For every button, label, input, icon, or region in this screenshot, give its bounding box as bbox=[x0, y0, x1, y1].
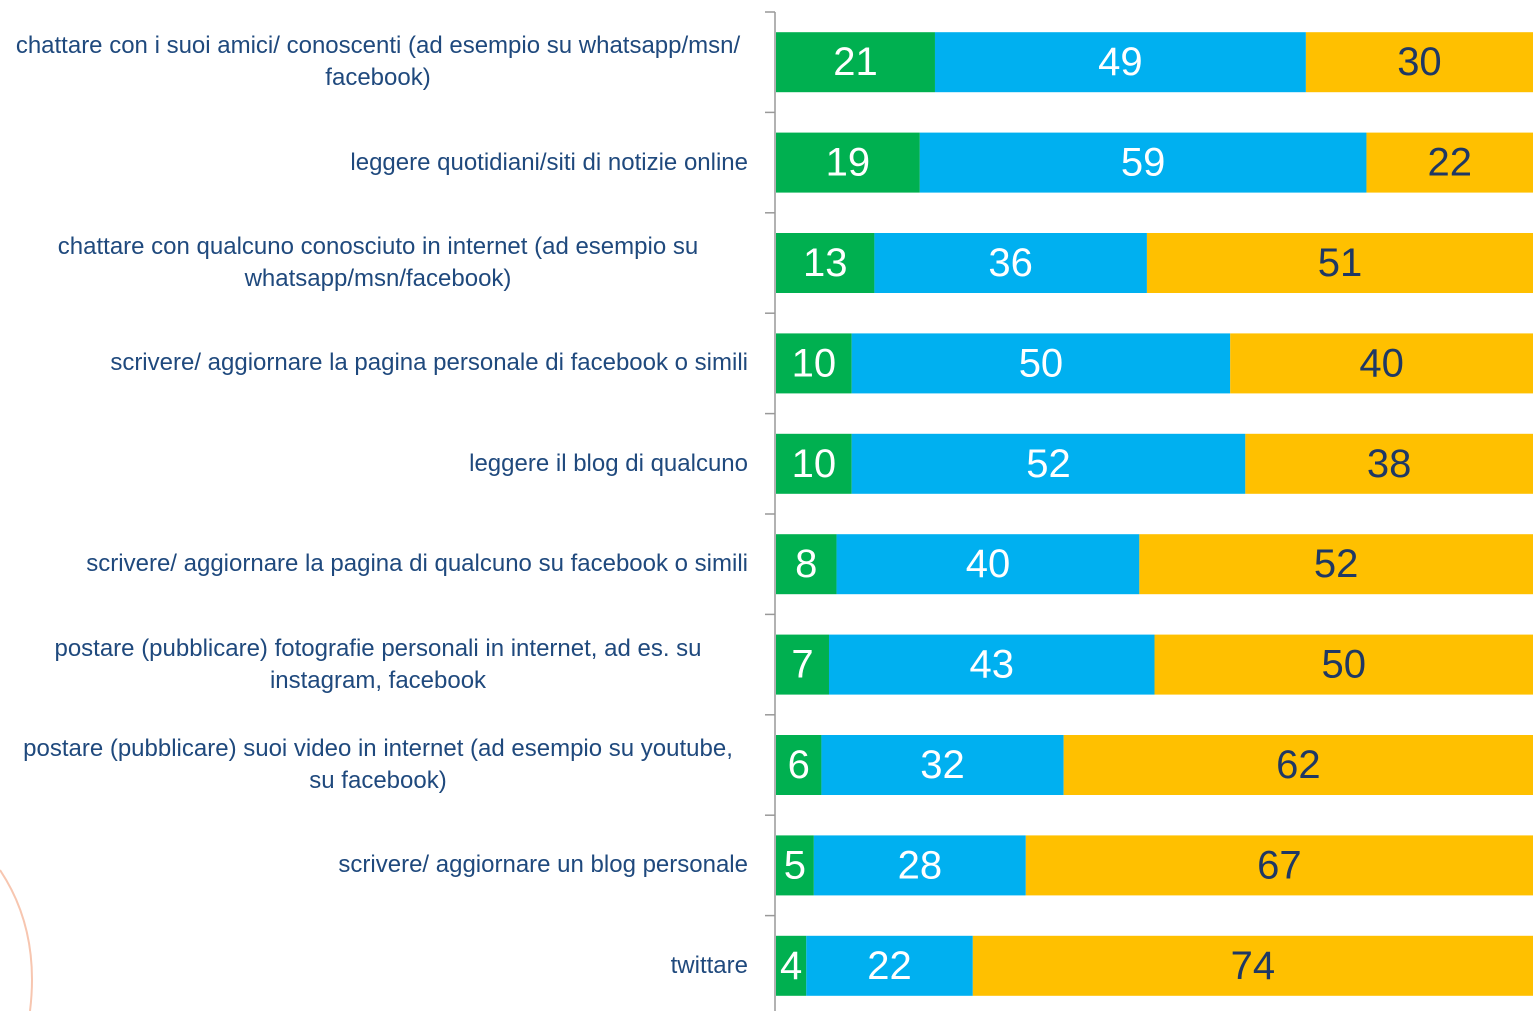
category-label: leggere quotidiani/siti di notizie onlin… bbox=[0, 113, 748, 213]
category-text: chattare con qualcuno conosciuto in inte… bbox=[57, 233, 699, 292]
bar-segment bbox=[776, 835, 814, 896]
bar-segment bbox=[813, 835, 1026, 896]
value-label: 28 bbox=[898, 843, 943, 887]
bar-segment bbox=[821, 735, 1064, 795]
category-label: scrivere/ aggiornare la pagina di qualcu… bbox=[0, 514, 748, 614]
bar-segment bbox=[776, 32, 935, 93]
bar-segment bbox=[1154, 634, 1533, 695]
value-label: 6 bbox=[788, 743, 810, 787]
value-label: 59 bbox=[1121, 141, 1166, 185]
bar-segment bbox=[934, 32, 1306, 93]
value-label: 50 bbox=[1019, 341, 1064, 385]
value-label: 43 bbox=[969, 643, 1014, 687]
bar-segment bbox=[776, 634, 829, 695]
value-label: 50 bbox=[1322, 643, 1367, 687]
bar-segment bbox=[806, 935, 973, 996]
decoration bbox=[0, 869, 33, 1011]
value-label: 8 bbox=[795, 542, 817, 586]
value-label: 52 bbox=[1314, 542, 1359, 586]
category-text: leggere il blog di qualcuno bbox=[469, 449, 748, 477]
bar-segment bbox=[1366, 132, 1533, 193]
value-label: 10 bbox=[792, 341, 837, 385]
value-label: 67 bbox=[1257, 843, 1302, 887]
category-text: scrivere/ aggiornare la pagina di qualcu… bbox=[86, 550, 748, 578]
bar-segment bbox=[1245, 433, 1533, 494]
bar-segment bbox=[776, 534, 837, 595]
bar-segment bbox=[1139, 534, 1533, 595]
value-label: 4 bbox=[780, 944, 802, 988]
bar-segment bbox=[1230, 333, 1533, 394]
value-label: 22 bbox=[867, 944, 912, 988]
bar-segment bbox=[851, 433, 1246, 494]
category-text: scrivere/ aggiornare un blog personale bbox=[338, 851, 748, 879]
value-label: 21 bbox=[833, 40, 878, 84]
value-label: 19 bbox=[826, 141, 871, 185]
bar-segment bbox=[1025, 835, 1533, 896]
value-label: 22 bbox=[1427, 141, 1472, 185]
category-label: chattare con i suoi amici/ conoscenti (a… bbox=[0, 12, 748, 112]
category-label: scrivere/ aggiornare la pagina personale… bbox=[0, 313, 748, 413]
bar-segment bbox=[776, 333, 852, 394]
bar-segment bbox=[1305, 32, 1533, 93]
category-text: chattare con i suoi amici/ conoscenti (a… bbox=[15, 32, 741, 92]
bar-segment bbox=[776, 935, 807, 996]
bar-segment bbox=[919, 132, 1367, 193]
value-label: 5 bbox=[784, 843, 806, 887]
value-label: 62 bbox=[1276, 743, 1321, 787]
category-label: postare (pubblicare) suoi video in inter… bbox=[0, 715, 748, 815]
category-text: postare (pubblicare) suoi video in inter… bbox=[23, 735, 733, 794]
bar-segment bbox=[776, 132, 920, 193]
category-text: leggere quotidiani/siti di notizie onlin… bbox=[350, 148, 748, 176]
value-label: 30 bbox=[1397, 40, 1442, 84]
category-label: scrivere/ aggiornare un blog personale bbox=[0, 815, 748, 915]
value-label: 7 bbox=[791, 643, 813, 687]
value-label: 32 bbox=[920, 743, 965, 787]
bar-segment bbox=[776, 735, 822, 795]
bar-segment bbox=[828, 634, 1155, 695]
bar-segment bbox=[972, 935, 1533, 996]
value-label: 36 bbox=[988, 241, 1033, 285]
value-label: 10 bbox=[792, 442, 837, 486]
bar-segment bbox=[851, 333, 1231, 394]
bar-segment bbox=[836, 534, 1140, 595]
value-label: 13 bbox=[803, 241, 848, 285]
category-label: postare (pubblicare) fotografie personal… bbox=[0, 615, 748, 715]
value-label: 38 bbox=[1367, 442, 1412, 486]
category-text: scrivere/ aggiornare la pagina personale… bbox=[110, 349, 748, 377]
category-label: leggere il blog di qualcuno bbox=[0, 414, 748, 514]
value-label: 51 bbox=[1318, 241, 1363, 285]
category-label: chattare con qualcuno conosciuto in inte… bbox=[0, 213, 748, 313]
bar-segment bbox=[776, 233, 875, 293]
value-label: 40 bbox=[966, 542, 1011, 586]
value-label: 74 bbox=[1231, 944, 1276, 988]
bar-segment bbox=[1146, 233, 1533, 293]
category-label: twittare bbox=[0, 916, 748, 1011]
category-text: postare (pubblicare) fotografie personal… bbox=[54, 634, 702, 694]
bar-segment bbox=[1063, 735, 1533, 795]
bar-segment bbox=[874, 233, 1147, 293]
bar-segment bbox=[776, 433, 852, 494]
category-text: twittare bbox=[670, 951, 748, 979]
value-label: 52 bbox=[1026, 442, 1071, 486]
value-label: 40 bbox=[1359, 341, 1404, 385]
value-label: 49 bbox=[1098, 40, 1143, 84]
